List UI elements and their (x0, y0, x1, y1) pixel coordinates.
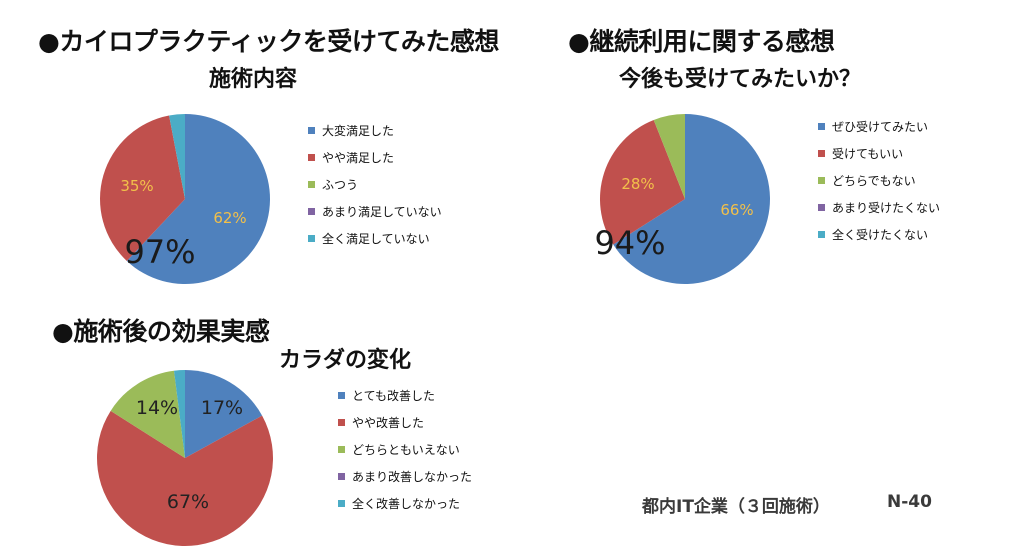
legend-swatch (308, 208, 315, 215)
legend-swatch (338, 419, 345, 426)
pie-slice-1 (613, 114, 770, 284)
pie-slice-5 (173, 370, 185, 458)
legend-label: ふつう (322, 178, 359, 192)
data-label-2: 28% (621, 175, 654, 193)
pie-slice-2 (100, 115, 185, 261)
legend-label: 受けてもいい (832, 147, 904, 161)
legend-item-4: あまり受けたくない (818, 194, 940, 221)
section2-heading: ●継続利用に関する感想 (568, 27, 835, 56)
chart-3-title: カラダの変化 (278, 348, 411, 373)
chart-2-continuation: 今後も受けてみたいか？ 66% 28% 94% ぜひ受けてみたい 受けてもいい どちらで… (560, 55, 1020, 295)
pie-slice-1 (185, 370, 263, 458)
pie-slice-5 (169, 114, 185, 199)
legend-label: あまり受けたくない (832, 201, 941, 215)
legend-label: どちらでもない (832, 174, 916, 188)
legend-label: あまり満足していない (322, 205, 442, 219)
legend-item-1: 大変満足した (308, 117, 442, 144)
pie-slice-2 (599, 119, 685, 245)
chart-1-satisfaction: 施術内容 62% 35% 97% 大変満足した やや満足した ふつうあまり満足していない… (40, 55, 510, 295)
legend-item-5: 全く改善しなかった (338, 490, 472, 517)
legend-swatch (308, 154, 315, 161)
legend-label: ぜひ受けてみたい (832, 120, 929, 134)
legend-item-2: やや満足した (308, 144, 442, 171)
section3-heading: ●施術後の効果実感 (52, 317, 270, 346)
chart-1-title: 施術内容 (208, 67, 297, 92)
chart-2-title: 今後も受けてみたいか？ (618, 67, 861, 92)
pie-slice-3 (110, 370, 185, 458)
chart-3-pie: 17% 67% 14% (96, 370, 273, 547)
footer-code: N-40 (887, 492, 932, 512)
legend-swatch (818, 204, 825, 211)
chart-1-pie: 62% 35% 97% (100, 114, 270, 284)
legend-item-2: やや改善した (338, 409, 472, 436)
legend-label: 全く改善しなかった (352, 497, 461, 511)
summary-label: 94% (594, 224, 665, 262)
data-label-3: 14% (136, 397, 178, 419)
data-label-1: 62% (213, 209, 246, 227)
legend-item-1: ぜひ受けてみたい (818, 113, 940, 140)
legend-swatch (338, 473, 345, 480)
legend-item-3: どちらでもない (818, 167, 940, 194)
legend-label: 大変満足した (322, 124, 395, 138)
legend-swatch (338, 392, 345, 399)
chart-2-pie: 66% 28% 94% (594, 114, 770, 284)
legend-item-5: 全く受けたくない (818, 221, 940, 248)
legend-swatch (308, 127, 315, 134)
legend-item-3: ふつう (308, 171, 442, 198)
legend-swatch (818, 231, 825, 238)
legend-swatch (308, 235, 315, 242)
legend-label: どちらともいえない (352, 443, 460, 457)
legend-label: 全く受けたくない (832, 228, 929, 242)
summary-label: 97% (124, 233, 195, 271)
footer-org: 都内IT企業（３回施術） (642, 497, 830, 517)
chart-3-legend: とても改善した やや改善したどちらともいえない あまり改善しなかった 全く改善しなかっ… (338, 382, 472, 517)
data-label-2: 35% (120, 177, 153, 195)
legend-item-4: あまり満足していない (308, 198, 442, 225)
chart-3-body-change: カラダの変化 17% 67% 14% とても改善した やや改善したどちらともいえないあ… (60, 340, 540, 555)
data-label-1: 66% (720, 201, 753, 219)
legend-item-3: どちらともいえない (338, 436, 472, 463)
section1-heading: ●カイロプラクティックを受けてみた感想 (38, 27, 499, 56)
legend-label: あまり改善しなかった (352, 470, 473, 484)
legend-swatch (338, 446, 345, 453)
legend-item-4: あまり改善しなかった (338, 463, 472, 490)
pie-slice-1 (126, 114, 270, 284)
legend-label: やや改善した (352, 416, 425, 430)
data-label-2: 67% (167, 491, 209, 513)
legend-label: やや満足した (322, 151, 395, 165)
legend-swatch (818, 150, 825, 157)
pie-slice-3 (653, 114, 685, 199)
pie-slice-2 (96, 410, 273, 547)
legend-swatch (818, 177, 825, 184)
legend-label: 全く満足していない (322, 232, 430, 246)
legend-item-1: とても改善した (338, 382, 472, 409)
legend-item-2: 受けてもいい (818, 140, 940, 167)
legend-swatch (338, 500, 345, 507)
legend-swatch (818, 123, 825, 130)
legend-label: とても改善した (352, 389, 436, 403)
chart-1-legend: 大変満足した やや満足した ふつうあまり満足していない 全く満足していない (308, 117, 442, 252)
legend-swatch (308, 181, 315, 188)
legend-item-5: 全く満足していない (308, 225, 442, 252)
data-label-1: 17% (201, 397, 243, 419)
chart-2-legend: ぜひ受けてみたい 受けてもいい どちらでもないあまり受けたくない 全く受けたくない (818, 113, 940, 248)
